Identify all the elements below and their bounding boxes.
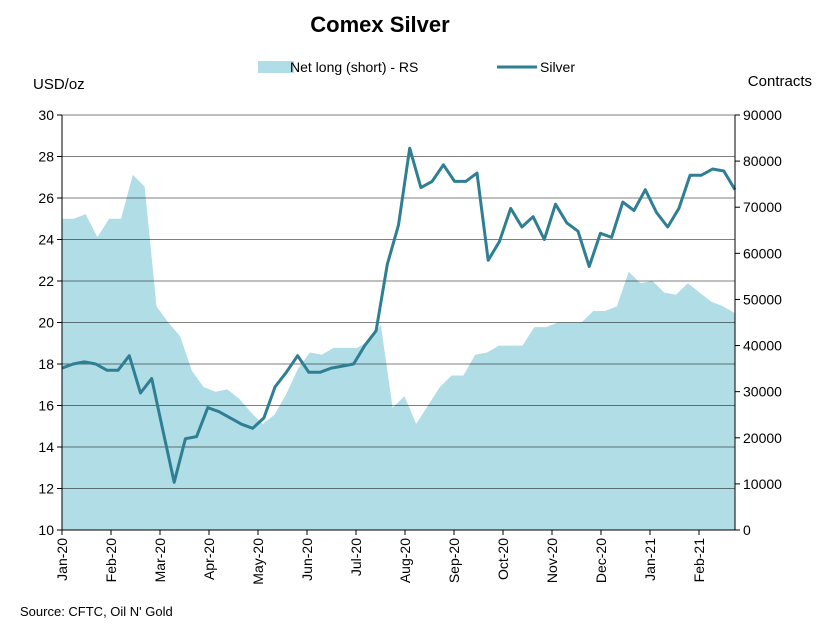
silver-line: [61, 146, 737, 484]
left-tick-label: 30: [38, 107, 54, 123]
x-tick-label: Feb-21: [691, 538, 707, 583]
right-tick-label: 80000: [743, 153, 782, 169]
legend-label-silver: Silver: [540, 59, 575, 75]
left-axis-label: USD/oz: [33, 76, 85, 93]
right-tick-label: 50000: [743, 291, 782, 307]
x-tick-label: Jan-21: [642, 538, 658, 581]
silver-line-layer: [61, 146, 737, 484]
left-tick-label: 10: [38, 522, 54, 538]
x-tick-label: Mar-20: [152, 538, 168, 583]
legend-swatch-net-long: [258, 61, 294, 73]
x-tick-label: Jul-20: [348, 538, 364, 576]
left-tick-label: 24: [38, 232, 54, 248]
axes: [57, 114, 740, 535]
x-tick-label: Oct-20: [495, 538, 511, 580]
left-tick-label: 28: [38, 149, 54, 165]
right-tick-label: 0: [743, 522, 751, 538]
x-tick-label: Sep-20: [446, 538, 462, 583]
x-tick-label: May-20: [250, 538, 266, 585]
x-tick-label: Feb-20: [103, 538, 119, 583]
left-tick-label: 26: [38, 190, 54, 206]
source-note: Source: CFTC, Oil N' Gold: [20, 604, 173, 619]
x-tick-label: Jun-20: [299, 538, 315, 581]
chart-title: Comex Silver: [310, 12, 450, 37]
right-tick-label: 10000: [743, 476, 782, 492]
right-axis-label: Contracts: [748, 73, 812, 90]
left-tick-label: 14: [38, 439, 54, 455]
x-tick-label: Apr-20: [201, 538, 217, 580]
net-long-area: [62, 174, 735, 530]
right-tick-label: 70000: [743, 199, 782, 215]
right-tick-label: 30000: [743, 384, 782, 400]
gridlines: [62, 114, 735, 489]
right-tick-label: 90000: [743, 107, 782, 123]
net-long-area-layer: [62, 174, 735, 530]
right-tick-label: 20000: [743, 430, 782, 446]
right-tick-label: 40000: [743, 338, 782, 354]
x-tick-label: Nov-20: [544, 538, 560, 583]
left-tick-label: 12: [38, 481, 54, 497]
legend-label-net-long: Net long (short) - RS: [290, 59, 418, 75]
left-tick-label: 16: [38, 398, 54, 414]
left-tick-label: 20: [38, 315, 54, 331]
tick-labels: 10 12 14 16 18 20 22 24 26 28 30 0 10000 20000 30000 40…: [38, 107, 782, 585]
x-tick-label: Aug-20: [397, 538, 413, 583]
x-tick-label: Jan-20: [54, 538, 70, 581]
right-tick-label: 60000: [743, 245, 782, 261]
x-tick-label: Dec-20: [593, 538, 609, 583]
left-tick-label: 18: [38, 356, 54, 372]
left-tick-label: 22: [38, 273, 54, 289]
